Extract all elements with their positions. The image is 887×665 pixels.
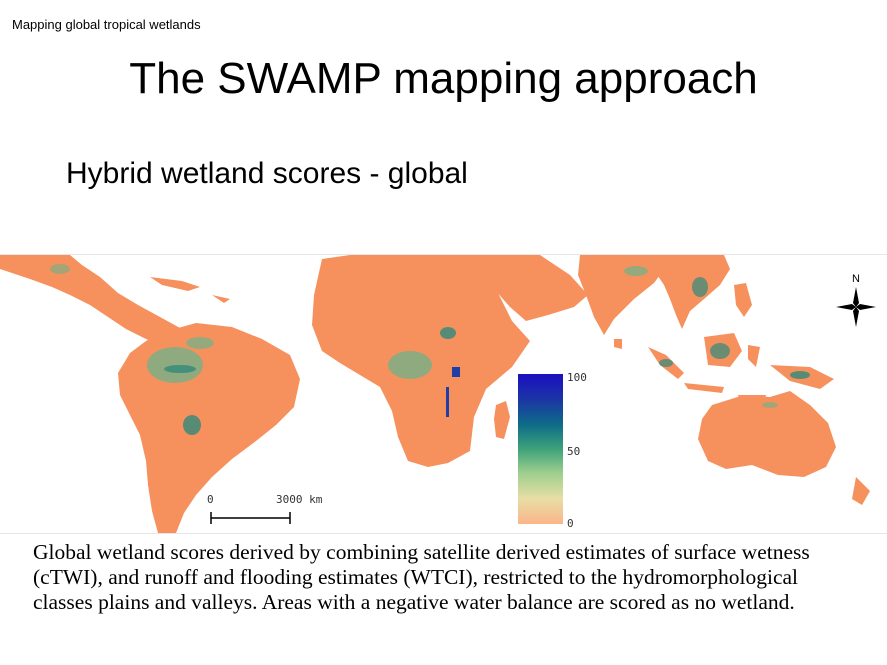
- wetland-map: N 100 50 0 0 3000 km: [0, 254, 887, 534]
- north-label: N: [852, 273, 860, 285]
- land-india: [578, 255, 666, 335]
- wetland-sumatra: [659, 359, 673, 367]
- wetland-australia-north: [762, 402, 778, 408]
- wetland-rift-lakes: [446, 387, 449, 417]
- wetland-amazon: [147, 347, 203, 383]
- wetland-mexico: [50, 264, 70, 274]
- wetland-lake-victoria: [452, 367, 460, 377]
- scale-start-label: 0: [207, 493, 214, 506]
- legend-min-label: 0: [567, 517, 574, 530]
- wetland-amazon-main: [164, 365, 196, 373]
- slide-title: The SWAMP mapping approach: [129, 54, 758, 103]
- wetland-score-layer: [50, 264, 810, 435]
- section-label: Mapping global tropical wetlands: [12, 17, 201, 32]
- wetland-orinoco: [186, 337, 214, 349]
- wetland-pantanal: [183, 415, 201, 435]
- land-sri-lanka: [614, 339, 622, 349]
- wetland-borneo: [710, 343, 730, 359]
- wetland-sudd: [440, 327, 456, 339]
- land-madagascar: [494, 401, 510, 439]
- wetland-map-canvas: N 100 50 0 0 3000 km: [0, 255, 876, 533]
- land-new-zealand: [852, 477, 870, 505]
- wetland-ganges: [624, 266, 648, 276]
- landmass-layer: [0, 255, 870, 533]
- wetland-mekong: [692, 277, 708, 297]
- wetland-new-guinea: [790, 371, 810, 379]
- figure-caption: Global wetland scores derived by combini…: [33, 540, 810, 614]
- land-australia: [698, 391, 836, 477]
- scale-end-label: 3000 km: [276, 493, 323, 506]
- legend-color-bar: [518, 374, 563, 524]
- wetland-congo: [388, 351, 432, 379]
- land-arabia: [470, 255, 588, 321]
- land-sulawesi: [748, 345, 760, 367]
- land-philippines: [734, 283, 752, 317]
- land-se-asia: [648, 255, 730, 329]
- north-arrow-icon: N: [836, 273, 876, 327]
- scale-bar: 0 3000 km: [207, 493, 323, 524]
- score-legend: 100 50 0: [518, 371, 587, 530]
- land-caribbean: [150, 277, 200, 291]
- legend-max-label: 100: [567, 371, 587, 384]
- land-caribbean-2: [212, 295, 230, 303]
- slide-subtitle: Hybrid wetland scores - global: [66, 157, 468, 190]
- land-java: [684, 383, 724, 393]
- legend-mid-label: 50: [567, 445, 580, 458]
